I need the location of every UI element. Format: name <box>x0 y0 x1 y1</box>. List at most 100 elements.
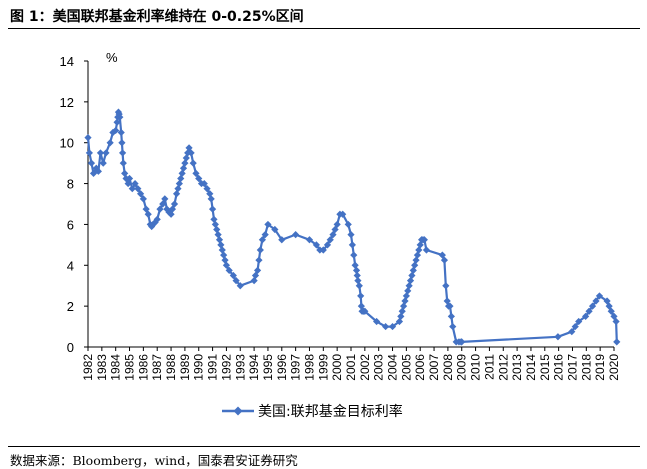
x-tick-label: 1997 <box>289 354 303 381</box>
bottom-rule <box>8 446 640 447</box>
data-point <box>170 200 179 208</box>
data-point <box>588 302 597 310</box>
x-tick-label: 2006 <box>413 354 427 381</box>
data-point <box>222 261 231 269</box>
data-point <box>236 282 244 290</box>
data-point <box>102 149 110 157</box>
data-point <box>256 246 264 254</box>
x-tick-labels: 1982 1983 1984 1985 1986 1987 1988 1989 1990 1991… <box>81 354 621 381</box>
x-tick-label: 2014 <box>524 354 538 381</box>
y-tick-label: 2 <box>67 299 74 314</box>
data-point <box>402 292 410 300</box>
x-tick-label: 1995 <box>261 354 275 381</box>
x-tick-label: 2009 <box>455 354 469 381</box>
top-rule <box>8 28 640 29</box>
legend: 美国:联邦基金目标利率 <box>222 403 403 420</box>
data-point <box>312 241 320 249</box>
y-tick-label: 10 <box>60 136 74 151</box>
y-tick-label: 6 <box>67 217 74 232</box>
x-tick-label: 1991 <box>206 354 220 381</box>
x-tick-label: 1999 <box>316 354 330 381</box>
data-point <box>404 287 412 295</box>
data-point <box>87 159 96 167</box>
data-point <box>85 149 93 157</box>
data-point <box>134 185 142 193</box>
data-point <box>420 236 428 244</box>
x-tick-label: 2002 <box>358 354 372 381</box>
data-point <box>319 246 327 254</box>
data-point <box>411 261 419 269</box>
legend-label: 美国:联邦基金目标利率 <box>258 403 403 420</box>
data-point <box>357 292 365 300</box>
y-tick-labels: 0 2 4 6 8 10 12 14 <box>60 54 74 355</box>
data-point <box>329 231 337 239</box>
data-point <box>253 266 262 274</box>
x-tick-label: 1990 <box>192 354 206 381</box>
data-point <box>208 205 217 213</box>
data-point <box>443 297 451 305</box>
x-tick-label: 1985 <box>123 354 137 381</box>
data-point <box>264 220 272 229</box>
data-point <box>582 312 590 320</box>
data-point <box>405 282 413 290</box>
data-point <box>292 231 300 239</box>
data-point <box>113 118 121 126</box>
data-point <box>350 251 358 259</box>
data-point <box>167 210 175 218</box>
data-point <box>258 236 267 244</box>
data-point <box>278 236 286 244</box>
data-point <box>117 128 125 137</box>
data-point <box>605 302 613 310</box>
data-point <box>607 307 615 315</box>
data-point <box>96 149 105 157</box>
data-point <box>261 231 269 239</box>
data-point <box>400 302 408 310</box>
data-point <box>271 225 279 234</box>
data-point <box>575 317 583 326</box>
x-tick-label: 2005 <box>399 354 413 381</box>
data-point <box>144 210 152 218</box>
x-tick-label: 2000 <box>330 354 344 381</box>
data-point <box>412 256 420 264</box>
data-point <box>357 302 365 310</box>
data-point <box>353 271 361 280</box>
x-tick-label: 1992 <box>219 354 233 381</box>
data-point <box>119 159 127 167</box>
x-tick-label: 2001 <box>344 354 358 381</box>
data-point <box>603 297 611 305</box>
series-layer <box>84 108 621 346</box>
data-point <box>401 297 409 305</box>
x-tick-label: 1987 <box>150 354 164 381</box>
data-point <box>351 261 359 269</box>
data-point <box>613 338 621 346</box>
data-point <box>355 282 363 290</box>
data-point <box>373 317 381 326</box>
chart-title: 图 1：美国联邦基金利率维持在 0-0.25%区间 <box>10 9 304 25</box>
data-point <box>347 231 355 239</box>
data-point <box>128 185 136 193</box>
data-point <box>438 251 446 259</box>
x-tick-label: 2004 <box>386 354 400 381</box>
x-tick-label: 2011 <box>482 354 496 380</box>
data-point <box>305 236 314 244</box>
data-point <box>215 236 224 244</box>
data-point <box>153 215 161 223</box>
data-point <box>232 277 240 285</box>
y-tick-label: 0 <box>67 340 74 355</box>
data-point <box>449 322 457 331</box>
data-point <box>592 297 600 305</box>
data-point <box>200 179 208 188</box>
data-point <box>213 225 221 234</box>
data-point <box>220 251 228 259</box>
data-point <box>442 282 450 290</box>
data-point <box>218 246 226 254</box>
data-point <box>211 220 219 229</box>
data-point <box>398 307 406 315</box>
x-tick-label: 2007 <box>427 354 441 381</box>
data-point <box>255 256 263 264</box>
data-point <box>192 169 200 177</box>
x-tick-label: 1986 <box>136 354 150 381</box>
data-point <box>354 277 362 285</box>
data-point <box>406 277 415 285</box>
data-point <box>172 190 181 198</box>
